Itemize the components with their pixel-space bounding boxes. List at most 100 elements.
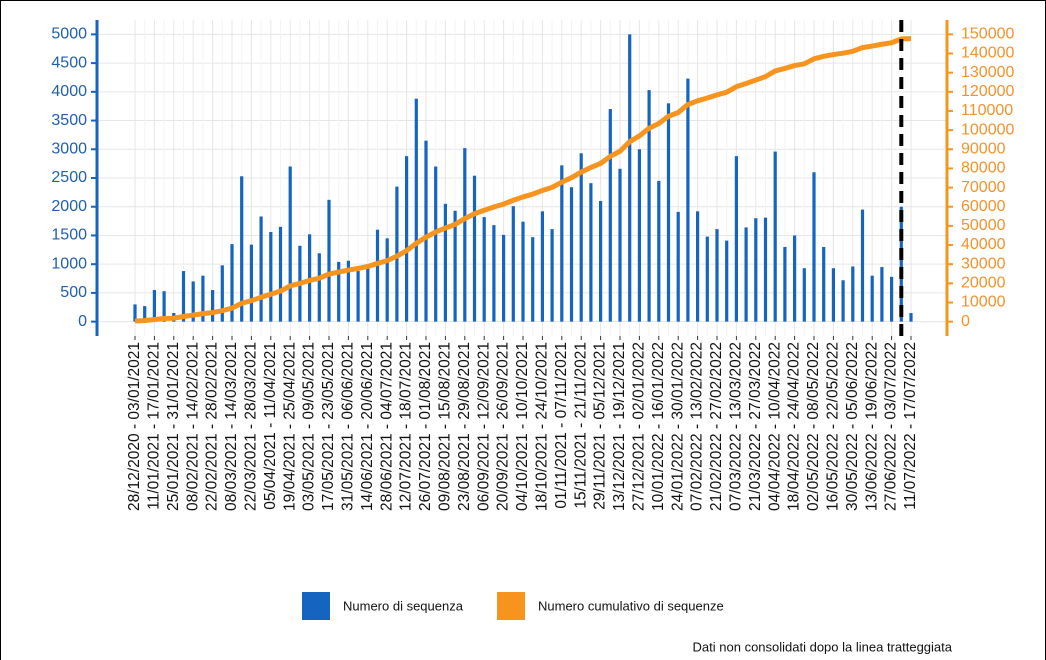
bar — [269, 232, 273, 322]
y-tick-label: 2500 — [51, 169, 87, 186]
x-tick-label: 28/06/2021 - 04/07/2021 — [378, 342, 395, 511]
bar — [211, 290, 215, 322]
bar — [317, 253, 321, 322]
y2-tick-label: 30000 — [961, 255, 1006, 272]
bar — [715, 229, 719, 322]
bar — [657, 180, 661, 322]
bar — [152, 290, 156, 322]
bar — [550, 229, 554, 322]
x-tick-label: 24/01/2022 - 30/01/2022 — [669, 342, 686, 511]
x-tick-label: 06/09/2021 - 12/09/2021 — [475, 342, 492, 511]
y-tick-label: 3500 — [51, 112, 87, 129]
x-tick-label: 27/06/2022 - 03/07/2022 — [883, 342, 900, 511]
x-tick-label: 10/01/2022 - 16/01/2022 — [650, 342, 667, 511]
x-tick-label: 04/04/2022 - 10/04/2022 — [766, 342, 783, 511]
x-tick-label: 18/04/2022 - 24/04/2022 — [786, 342, 803, 511]
x-tick-label: 20/09/2021 - 26/09/2021 — [495, 342, 512, 511]
bar — [540, 211, 544, 322]
x-tick-label: 22/03/2021 - 28/03/2021 — [242, 342, 259, 511]
bar — [686, 78, 690, 322]
bar — [259, 216, 263, 322]
cumulative-line — [134, 36, 912, 324]
bar — [356, 271, 360, 322]
bar — [337, 261, 341, 322]
bar — [802, 268, 806, 322]
x-tick-label: 30/05/2022 - 05/06/2022 — [844, 342, 861, 511]
x-tick-label: 11/01/2021 - 17/01/2021 — [145, 342, 162, 510]
bar — [327, 199, 331, 322]
x-tick-label: 03/05/2021 - 09/05/2021 — [301, 342, 318, 511]
bar — [249, 244, 253, 322]
bar — [288, 166, 292, 322]
bar — [773, 151, 777, 322]
bar — [783, 246, 787, 322]
x-tick-label: 11/07/2022 - 17/07/2022 — [902, 342, 919, 510]
legend-swatch — [497, 592, 525, 620]
bar — [405, 156, 409, 322]
y2-tick-label: 140000 — [961, 45, 1014, 62]
bar — [880, 267, 884, 322]
x-tick-label: 14/06/2021 - 20/06/2021 — [359, 342, 376, 511]
y2-tick-label: 120000 — [961, 83, 1014, 100]
y-tick-label: 5000 — [51, 26, 87, 43]
bar — [637, 149, 641, 322]
bar — [143, 306, 147, 322]
x-tick-label: 05/04/2021 - 11/04/2021 — [262, 342, 279, 510]
y2-tick-label: 10000 — [961, 294, 1006, 311]
legend-swatch — [302, 592, 330, 620]
note: Dati non consolidati dopo la linea tratt… — [693, 639, 953, 654]
x-tick-label: 21/03/2022 - 27/03/2022 — [747, 342, 764, 511]
x-tick-label: 25/01/2021 - 31/01/2021 — [165, 342, 182, 511]
y2-tick-label: 80000 — [961, 160, 1006, 177]
bar — [463, 148, 467, 322]
y-tick-label: 1000 — [51, 255, 87, 272]
x-tick-label: 02/05/2022 - 08/05/2022 — [805, 342, 822, 511]
y-tick-label: 2000 — [51, 198, 87, 215]
bar — [531, 237, 535, 322]
x-tick-label: 13/12/2021 - 19/12/2021 — [611, 342, 628, 511]
x-tick-label: 16/05/2022 - 22/05/2022 — [824, 342, 841, 511]
bar — [414, 98, 418, 322]
bar — [890, 276, 894, 322]
bar — [608, 109, 612, 322]
bar — [502, 234, 506, 322]
bar — [191, 281, 195, 322]
bar — [240, 176, 244, 322]
bar — [201, 275, 205, 322]
bar — [424, 140, 428, 322]
bar — [647, 90, 651, 322]
x-tick-label: 09/08/2021 - 15/08/2021 — [436, 342, 453, 511]
bar — [793, 235, 797, 322]
bar — [754, 218, 758, 322]
bar — [734, 156, 738, 322]
x-tick-label: 13/06/2022 - 19/06/2022 — [863, 342, 880, 511]
bar — [860, 209, 865, 322]
x-tick-label: 29/11/2021 - 05/12/2021 — [592, 342, 609, 510]
y2-tick-label: 50000 — [961, 217, 1006, 234]
x-tick-label: 07/03/2022 - 13/03/2022 — [727, 342, 744, 511]
x-tick-label: 27/12/2021 - 02/01/2022 — [630, 342, 647, 511]
bar — [628, 34, 632, 322]
bar — [666, 103, 671, 322]
y2-tick-label: 130000 — [961, 64, 1014, 81]
bar — [744, 227, 748, 322]
bar — [482, 217, 486, 322]
x-tick-label: 12/07/2021 - 18/07/2021 — [398, 342, 415, 511]
bar — [385, 238, 389, 322]
bar — [909, 313, 913, 322]
bar — [492, 225, 496, 322]
y2-tick-label: 70000 — [961, 179, 1006, 196]
bar — [599, 200, 603, 322]
y2-tick-label: 0 — [961, 313, 970, 330]
bar — [569, 187, 574, 322]
bar — [831, 268, 835, 322]
bar — [162, 291, 166, 322]
bar — [899, 206, 903, 322]
y2-tick-label: 150000 — [961, 26, 1014, 43]
bar — [181, 271, 186, 322]
bar — [443, 203, 447, 322]
bar — [375, 229, 380, 322]
y2-tick-label: 110000 — [961, 102, 1013, 119]
y2-tick-label: 40000 — [961, 236, 1006, 253]
